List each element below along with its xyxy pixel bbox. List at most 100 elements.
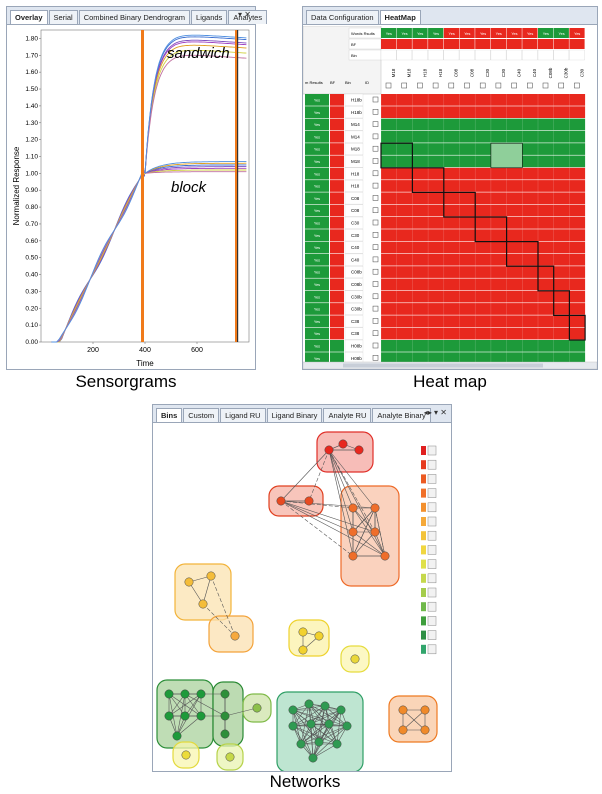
tab-bins[interactable]: Bins [156, 408, 182, 422]
col-checkbox[interactable] [480, 83, 485, 88]
network-node[interactable] [181, 690, 189, 698]
tab-ligand-binary[interactable]: Ligand Binary [267, 408, 323, 422]
network-node[interactable] [221, 712, 229, 720]
network-node[interactable] [333, 740, 341, 748]
legend-checkbox[interactable] [428, 602, 436, 611]
tab-heatmap[interactable]: HeatMap [380, 10, 421, 24]
network-node[interactable] [165, 690, 173, 698]
col-checkbox[interactable] [559, 83, 564, 88]
row-checkbox[interactable] [373, 355, 378, 360]
network-node[interactable] [305, 700, 313, 708]
row-checkbox[interactable] [373, 171, 378, 176]
col-checkbox[interactable] [574, 83, 579, 88]
panel-controls[interactable]: ▾ ✕ [238, 10, 251, 19]
network-node[interactable] [199, 600, 207, 608]
network-node[interactable] [343, 722, 351, 730]
network-node[interactable] [371, 528, 379, 536]
network-node[interactable] [297, 740, 305, 748]
col-checkbox[interactable] [512, 83, 517, 88]
network-node[interactable] [182, 751, 190, 759]
tab-analyte-binary[interactable]: Analyte Binary [372, 408, 430, 422]
network-node[interactable] [339, 440, 347, 448]
row-checkbox[interactable] [373, 294, 378, 299]
network-node[interactable] [185, 578, 193, 586]
row-checkbox[interactable] [373, 318, 378, 323]
network-node[interactable] [315, 632, 323, 640]
legend-checkbox[interactable] [428, 560, 436, 569]
row-checkbox[interactable] [373, 183, 378, 188]
row-checkbox[interactable] [373, 245, 378, 250]
legend-checkbox[interactable] [428, 631, 436, 640]
tab-ligand-ru[interactable]: Ligand RU [220, 408, 265, 422]
network-node[interactable] [197, 690, 205, 698]
tab-ligands[interactable]: Ligands [191, 10, 227, 24]
network-node[interactable] [399, 706, 407, 714]
row-checkbox[interactable] [373, 232, 378, 237]
network-node[interactable] [226, 753, 234, 761]
bin-group[interactable] [341, 486, 399, 586]
col-checkbox[interactable] [465, 83, 470, 88]
network-node[interactable] [289, 722, 297, 730]
tab-analyte-ru[interactable]: Analyte RU [323, 408, 371, 422]
col-checkbox[interactable] [543, 83, 548, 88]
network-node[interactable] [309, 754, 317, 762]
scrollbar-thumb[interactable] [343, 364, 543, 368]
col-checkbox[interactable] [449, 83, 454, 88]
row-checkbox[interactable] [373, 343, 378, 348]
network-node[interactable] [325, 446, 333, 454]
network-node[interactable] [299, 628, 307, 636]
legend-checkbox[interactable] [428, 489, 436, 498]
panel-controls[interactable]: ◂▸ ▾ ✕ [424, 408, 447, 417]
network-node[interactable] [253, 704, 261, 712]
network-node[interactable] [349, 552, 357, 560]
network-node[interactable] [349, 504, 357, 512]
row-checkbox[interactable] [373, 195, 378, 200]
network-node[interactable] [165, 712, 173, 720]
network-node[interactable] [231, 632, 239, 640]
network-node[interactable] [399, 726, 407, 734]
row-checkbox[interactable] [373, 134, 378, 139]
row-checkbox[interactable] [373, 208, 378, 213]
row-checkbox[interactable] [373, 220, 378, 225]
legend-checkbox[interactable] [428, 460, 436, 469]
tab-combined-binary-dendrogram[interactable]: Combined Binary Dendrogram [79, 10, 190, 24]
col-checkbox[interactable] [433, 83, 438, 88]
network-node[interactable] [381, 552, 389, 560]
network-node[interactable] [289, 706, 297, 714]
col-checkbox[interactable] [386, 83, 391, 88]
row-checkbox[interactable] [373, 159, 378, 164]
network-node[interactable] [305, 497, 313, 505]
row-checkbox[interactable] [373, 122, 378, 127]
network-node[interactable] [299, 646, 307, 654]
network-node[interactable] [221, 690, 229, 698]
legend-checkbox[interactable] [428, 531, 436, 540]
tab-serial[interactable]: Serial [49, 10, 78, 24]
row-checkbox[interactable] [373, 97, 378, 102]
network-node[interactable] [173, 732, 181, 740]
legend-checkbox[interactable] [428, 446, 436, 455]
col-checkbox[interactable] [496, 83, 501, 88]
col-checkbox[interactable] [417, 83, 422, 88]
network-node[interactable] [421, 726, 429, 734]
bin-group[interactable] [289, 620, 329, 656]
network-node[interactable] [221, 730, 229, 738]
row-checkbox[interactable] [373, 109, 378, 114]
network-node[interactable] [355, 446, 363, 454]
legend-checkbox[interactable] [428, 588, 436, 597]
network-node[interactable] [325, 720, 333, 728]
legend-checkbox[interactable] [428, 474, 436, 483]
network-node[interactable] [337, 706, 345, 714]
row-checkbox[interactable] [373, 146, 378, 151]
legend-checkbox[interactable] [428, 645, 436, 654]
tab-custom[interactable]: Custom [183, 408, 219, 422]
legend-checkbox[interactable] [428, 503, 436, 512]
legend-checkbox[interactable] [428, 616, 436, 625]
legend-checkbox[interactable] [428, 545, 436, 554]
network-node[interactable] [207, 572, 215, 580]
row-checkbox[interactable] [373, 306, 378, 311]
row-checkbox[interactable] [373, 257, 378, 262]
tab-overlay[interactable]: Overlay [10, 10, 48, 24]
bin-group[interactable] [277, 692, 363, 771]
network-node[interactable] [321, 702, 329, 710]
network-node[interactable] [277, 497, 285, 505]
